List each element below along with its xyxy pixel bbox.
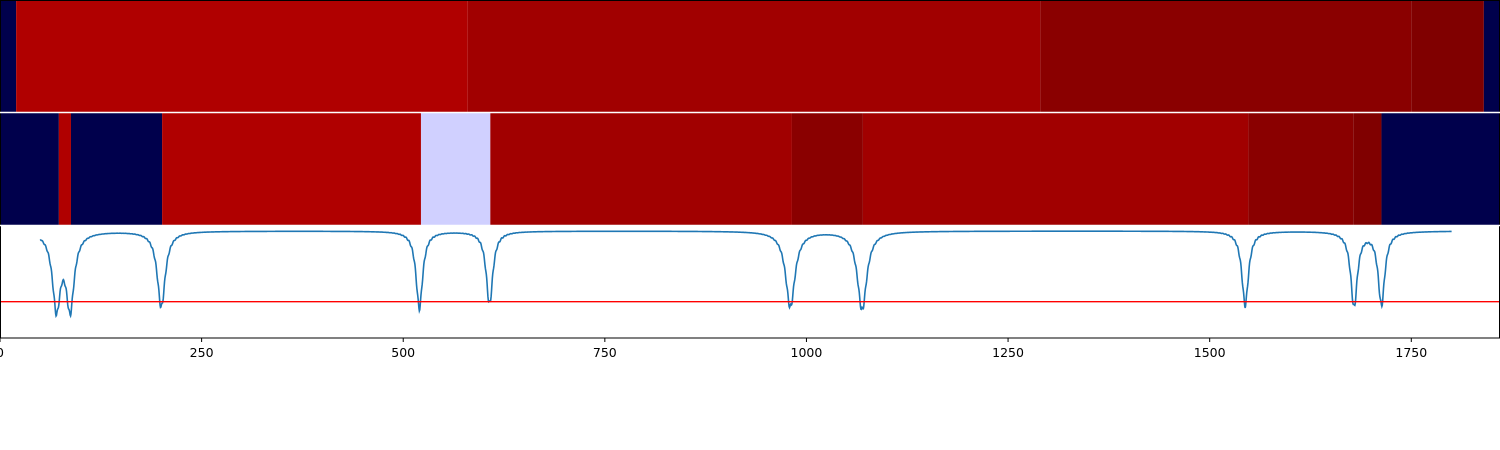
x-tick-label-2: 500 <box>391 345 415 360</box>
band-row2-segment-2 <box>70 113 163 225</box>
x-tick-label-1: 250 <box>190 345 214 360</box>
band-row2-segment-1 <box>58 113 71 225</box>
x-tick-label-6: 1500 <box>1194 345 1226 360</box>
x-tick-label-3: 750 <box>593 345 617 360</box>
band-row2-segment-0 <box>0 113 59 225</box>
band-row2-segment-7 <box>862 113 1249 225</box>
band-row2-segment-9 <box>1353 113 1382 225</box>
band-row2-segment-5 <box>490 113 792 225</box>
band-row1-segment-4 <box>1411 0 1484 112</box>
band-row2-segment-3 <box>162 113 421 225</box>
band-row2-segment-10 <box>1381 113 1500 225</box>
x-tick-label-0: 0 <box>0 345 4 360</box>
signal-panel <box>0 230 1500 319</box>
band-row1-segment-3 <box>1040 0 1412 112</box>
band-row1-segment-1 <box>16 0 468 112</box>
band-row2-segment-4 <box>420 113 491 225</box>
band-row2-segment-6 <box>791 113 863 225</box>
band-row1-segment-2 <box>467 0 1041 112</box>
band-row1-segment-5 <box>1483 0 1500 112</box>
x-tick-label-7: 1750 <box>1395 345 1427 360</box>
signal-line <box>39 230 1452 319</box>
x-tick-label-4: 1000 <box>791 345 823 360</box>
x-tick-label-5: 1250 <box>992 345 1024 360</box>
band-row2-segment-8 <box>1248 113 1354 225</box>
band-row1-segment-0 <box>0 0 17 112</box>
state-bands <box>0 0 1500 225</box>
x-axis: 0 250 500 750 1000 1250 1500 1750 <box>0 338 1427 360</box>
